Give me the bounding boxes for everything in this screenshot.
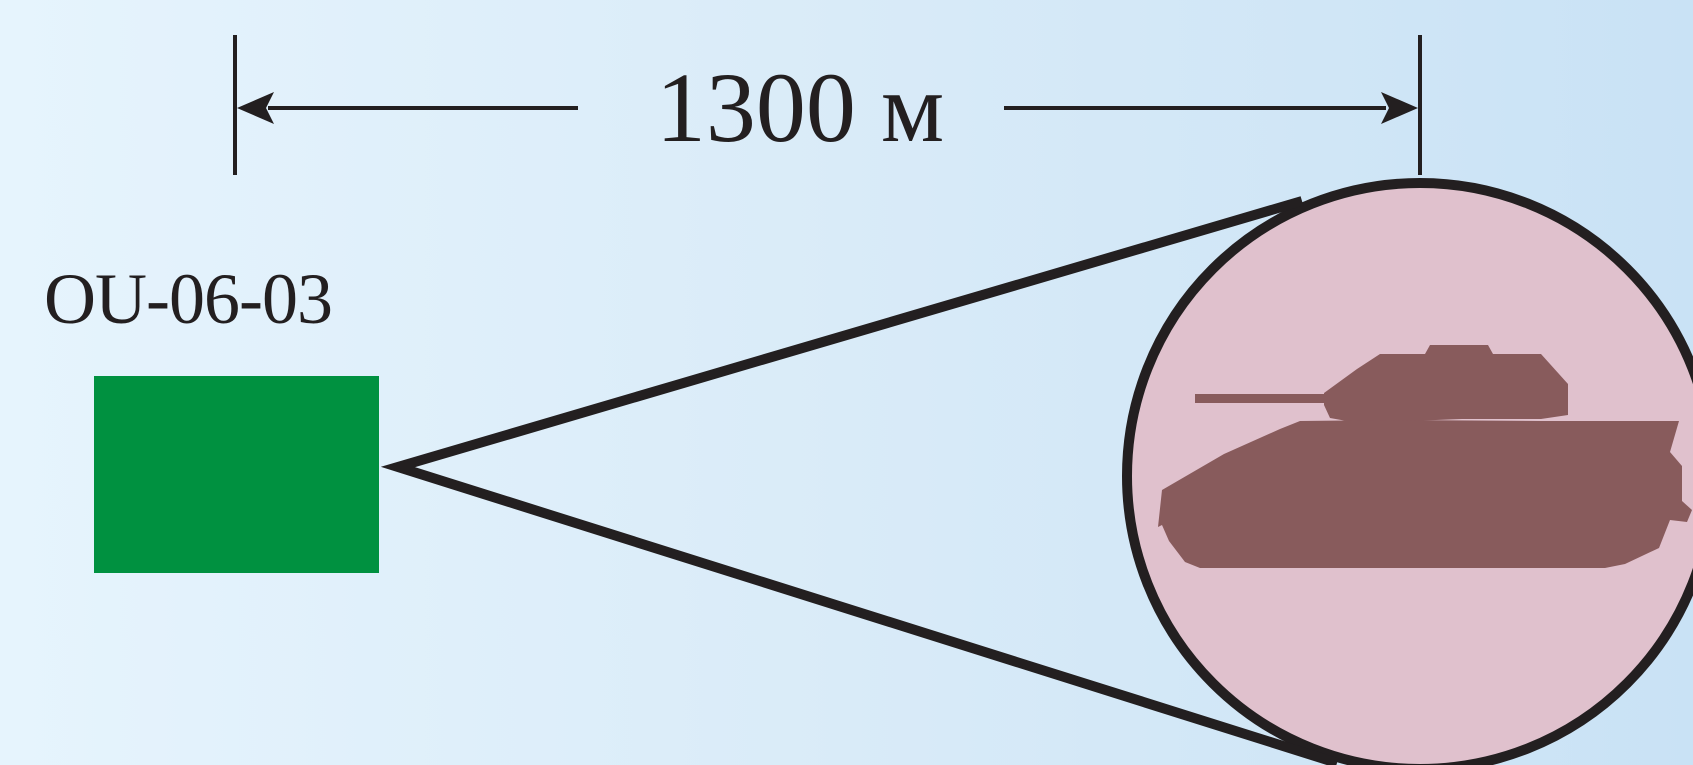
dimension-right-arrowhead <box>1381 92 1418 124</box>
tank-silhouette-icon <box>1158 345 1692 568</box>
target-box <box>94 376 379 573</box>
dimension-left-arrowhead <box>237 92 274 124</box>
distance-label: 1300 м <box>655 52 945 163</box>
line-of-sight <box>380 196 1339 765</box>
target-code-label: OU-06-03 <box>44 259 333 339</box>
